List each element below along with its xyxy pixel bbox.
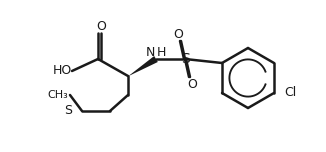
Text: O: O <box>187 78 197 90</box>
Text: Cl: Cl <box>284 86 296 100</box>
Text: H: H <box>156 45 166 59</box>
Text: S: S <box>64 105 72 117</box>
Text: O: O <box>96 19 106 33</box>
Polygon shape <box>128 56 158 76</box>
Text: HO: HO <box>52 64 72 76</box>
Text: CH₃: CH₃ <box>48 90 68 100</box>
Text: O: O <box>173 28 183 40</box>
Text: N: N <box>146 45 155 59</box>
Text: S: S <box>181 52 189 66</box>
